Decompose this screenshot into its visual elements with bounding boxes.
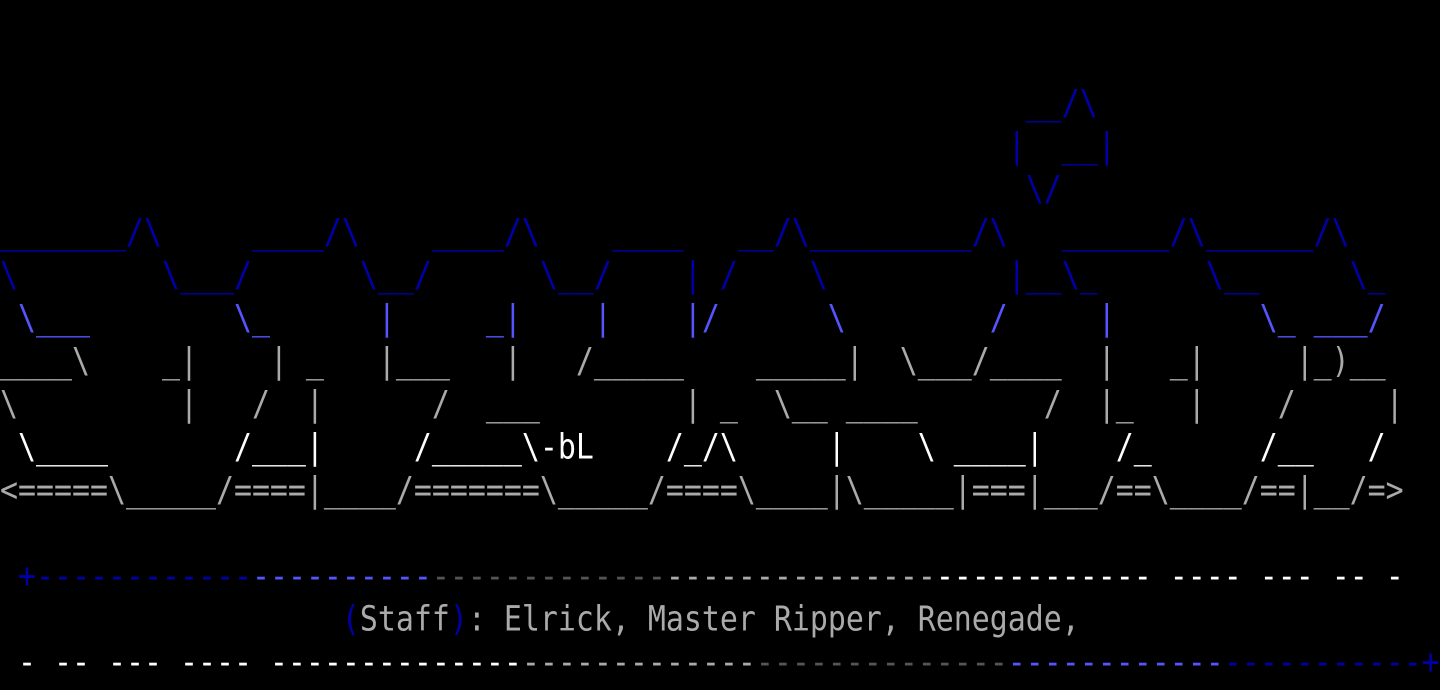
art-row: \ | / | / ___ | _ \__ ____ / |_ | / | <box>0 384 1404 425</box>
art-row: ____\ _| | _ |___ | /_____ _____| \___/_… <box>0 341 1386 382</box>
art-row: \ \___/ \__/ \__/ | / \ |__\_ \__ \_ <box>0 255 1386 296</box>
top-divider: +---------------------------------------… <box>0 552 1404 601</box>
divider-segment: ------------ <box>1007 642 1224 683</box>
divider-segment: ------------- <box>431 556 666 597</box>
staff-close-paren: ) <box>449 599 468 640</box>
art-row: \/ <box>0 169 1062 210</box>
divider-segment: -------------- <box>755 642 1008 683</box>
staff-line: (Staff): Elrick, Master Ripper, Renegade… <box>0 595 1080 644</box>
staff-label: Staff <box>359 599 450 640</box>
staff-open-paren: ( <box>341 599 360 640</box>
staff-names: : Elrick, Master Ripper, Renegade, <box>467 599 1080 640</box>
divider-segment: ------------- <box>521 642 756 683</box>
divider-segment: ---------- <box>251 556 432 597</box>
divider-segment: ------------ ---- --- -- - <box>935 556 1404 597</box>
art-row: _______/\ ____/\ ____/\ ____ __/\_______… <box>0 212 1350 253</box>
art-row: | __| <box>0 126 1116 167</box>
art-row: \____ /___| /_____\-bL /_/\ | \ ____| /_… <box>0 427 1386 468</box>
divider-segment: --------------- <box>665 556 936 597</box>
divider-segment: +------------ <box>0 556 252 597</box>
art-row: __/\ <box>0 83 1098 124</box>
art-row: \___ \_ | _| | |/ \ / | \_ ___/ <box>0 298 1386 339</box>
divider-segment: - -- --- ---- -------------- <box>0 642 522 683</box>
art-row: <=====\_____/====|____/=======\_____/===… <box>0 470 1404 511</box>
divider-segment: -----------+ <box>1223 642 1440 683</box>
bottom-divider: - -- --- ---- --------------------------… <box>0 638 1440 687</box>
